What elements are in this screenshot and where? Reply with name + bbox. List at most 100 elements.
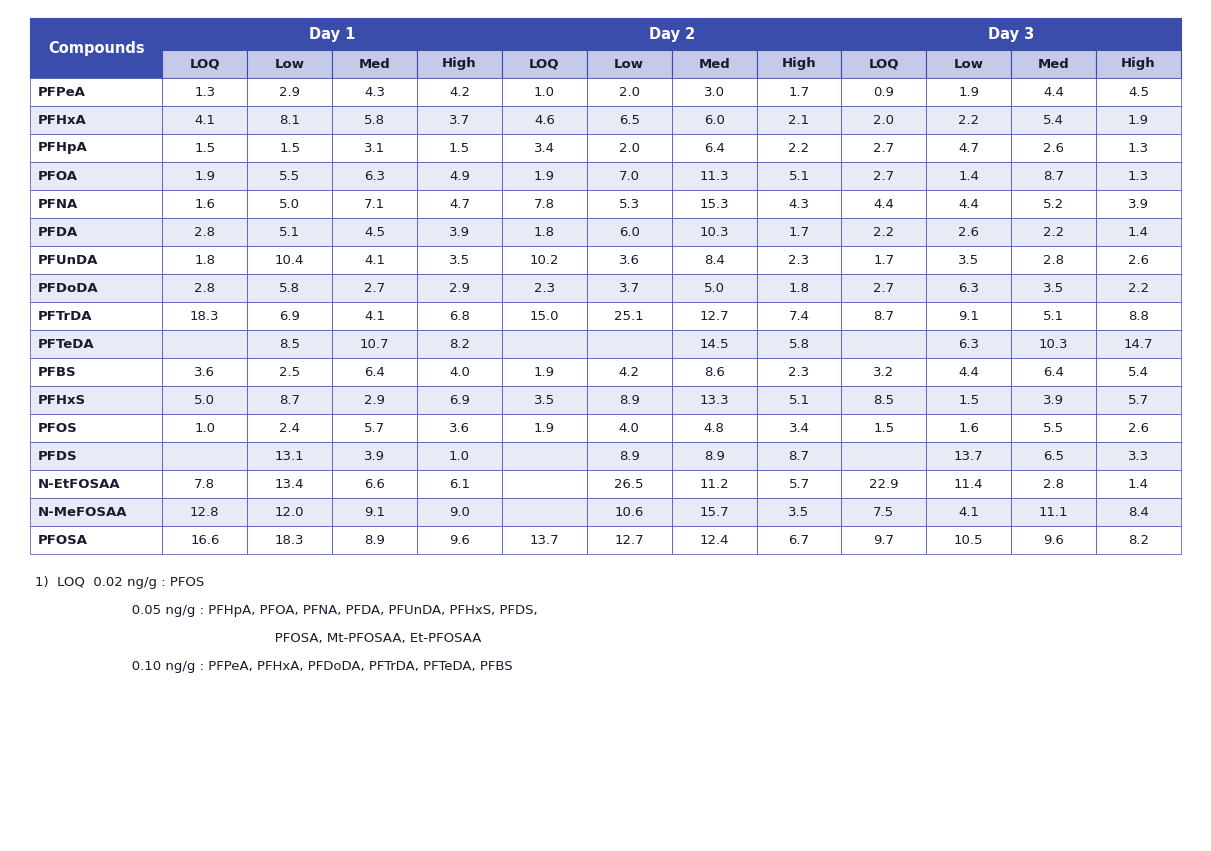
Bar [417, 442, 501, 470]
Bar [162, 18, 501, 50]
Bar [587, 218, 672, 246]
Text: Day 1: Day 1 [309, 26, 355, 42]
Bar [757, 498, 842, 526]
Bar [501, 106, 587, 134]
Bar [332, 526, 417, 554]
Bar [1011, 162, 1096, 190]
Bar [842, 78, 926, 106]
Bar [501, 498, 587, 526]
Bar [162, 134, 247, 162]
Text: 4.4: 4.4 [873, 197, 895, 210]
Text: 1.7: 1.7 [788, 85, 810, 99]
Text: 11.2: 11.2 [699, 477, 729, 490]
Text: 1.0: 1.0 [194, 421, 216, 435]
Bar [30, 442, 162, 470]
Bar [926, 274, 1011, 302]
Bar [162, 302, 247, 330]
Text: High: High [1121, 58, 1155, 71]
Text: 2.2: 2.2 [1127, 282, 1149, 294]
Bar [1096, 78, 1181, 106]
Bar [842, 498, 926, 526]
Bar [30, 18, 162, 78]
Bar [501, 218, 587, 246]
Text: 3.9: 3.9 [1129, 197, 1149, 210]
Text: N-EtFOSAA: N-EtFOSAA [38, 477, 121, 490]
Bar [1011, 302, 1096, 330]
Bar [587, 442, 672, 470]
Text: 6.1: 6.1 [449, 477, 470, 490]
Bar [757, 78, 842, 106]
Bar [162, 274, 247, 302]
Text: PFUnDA: PFUnDA [38, 254, 98, 266]
Bar [842, 330, 926, 358]
Text: 12.7: 12.7 [614, 534, 644, 546]
Bar [1096, 414, 1181, 442]
Text: 9.1: 9.1 [365, 505, 385, 518]
Text: 1.9: 1.9 [534, 421, 555, 435]
Bar [417, 50, 501, 78]
Text: 5.5: 5.5 [279, 169, 300, 182]
Bar [162, 386, 247, 414]
Text: 1.5: 1.5 [449, 141, 470, 155]
Bar [757, 218, 842, 246]
Bar [926, 50, 1011, 78]
Bar [501, 134, 587, 162]
Text: 4.1: 4.1 [958, 505, 980, 518]
Bar [587, 302, 672, 330]
Bar [30, 498, 162, 526]
Text: 2.1: 2.1 [788, 113, 810, 127]
Text: 1.5: 1.5 [194, 141, 216, 155]
Bar [926, 134, 1011, 162]
Text: 9.7: 9.7 [873, 534, 895, 546]
Bar [30, 106, 162, 134]
Text: 10.3: 10.3 [1039, 338, 1068, 351]
Bar [162, 162, 247, 190]
Text: 2.5: 2.5 [279, 365, 300, 379]
Text: 6.4: 6.4 [704, 141, 724, 155]
Text: 22.9: 22.9 [869, 477, 899, 490]
Bar [162, 106, 247, 134]
Bar [842, 134, 926, 162]
Text: Med: Med [358, 58, 390, 71]
Bar [842, 274, 926, 302]
Text: 2.4: 2.4 [280, 421, 300, 435]
Text: 6.4: 6.4 [365, 365, 385, 379]
Text: 4.5: 4.5 [365, 226, 385, 238]
Bar [587, 246, 672, 274]
Bar [501, 526, 587, 554]
Bar [1096, 302, 1181, 330]
Text: 10.6: 10.6 [614, 505, 644, 518]
Bar [587, 78, 672, 106]
Text: 2.6: 2.6 [1043, 141, 1064, 155]
Text: 2.3: 2.3 [788, 254, 810, 266]
Text: 1.3: 1.3 [1127, 169, 1149, 182]
Bar [501, 274, 587, 302]
Text: 25.1: 25.1 [614, 310, 644, 323]
Text: 1.5: 1.5 [279, 141, 300, 155]
Bar [332, 498, 417, 526]
Bar [757, 442, 842, 470]
Text: 6.7: 6.7 [788, 534, 809, 546]
Text: 2.7: 2.7 [873, 282, 895, 294]
Bar [672, 218, 757, 246]
Text: 2.6: 2.6 [1129, 421, 1149, 435]
Text: 2.7: 2.7 [873, 169, 895, 182]
Text: 3.9: 3.9 [1043, 393, 1064, 407]
Text: 5.2: 5.2 [1043, 197, 1064, 210]
Bar [247, 358, 332, 386]
Bar [501, 78, 587, 106]
Bar [417, 134, 501, 162]
Text: 2.2: 2.2 [958, 113, 980, 127]
Bar [672, 274, 757, 302]
Bar [30, 78, 162, 106]
Text: LOQ: LOQ [190, 58, 220, 71]
Bar [30, 218, 162, 246]
Bar [30, 162, 162, 190]
Text: 6.0: 6.0 [704, 113, 724, 127]
Text: 8.7: 8.7 [788, 449, 809, 462]
Bar [842, 358, 926, 386]
Bar [587, 162, 672, 190]
Bar [926, 78, 1011, 106]
Bar [1011, 134, 1096, 162]
Text: 2.6: 2.6 [1129, 254, 1149, 266]
